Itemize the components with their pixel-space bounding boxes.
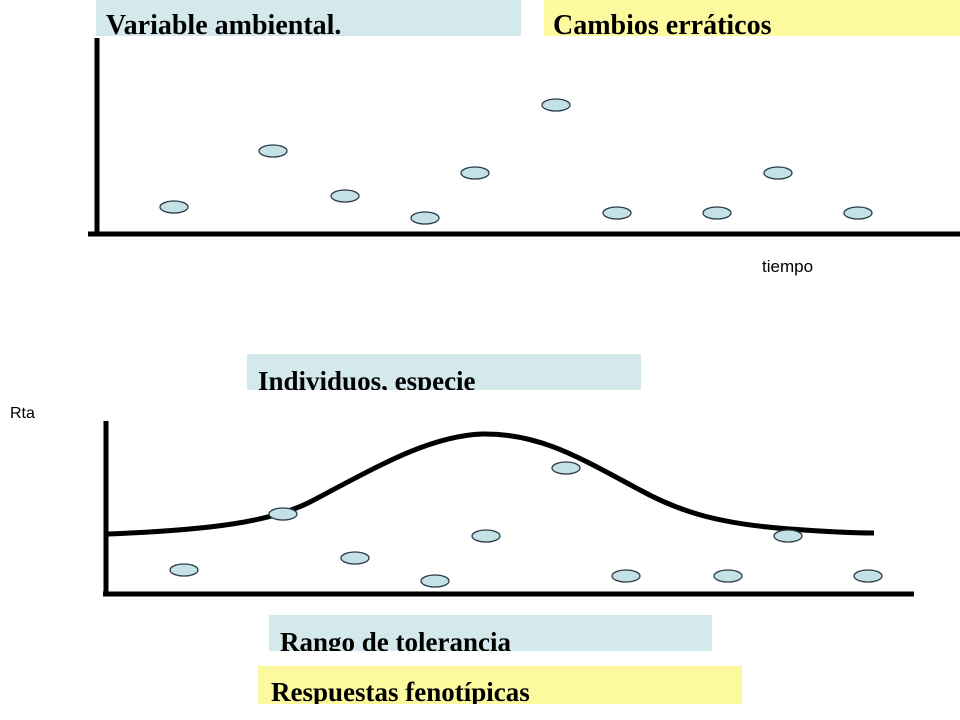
bottom-point [471,529,501,543]
cambios-erraticos-label: Cambios erráticos [544,0,960,36]
bottom-point [420,574,450,588]
bottom-point [169,563,199,577]
rta-label: Rta [10,405,35,422]
top-point [159,200,189,214]
top-point [541,98,571,112]
top-point [763,166,793,180]
variable-ambiental-label: Variable ambiental. [96,0,521,36]
bottom-point [268,507,298,521]
bottom-point [551,461,581,475]
rango-tolerancia-label: Rango de tolerancia [269,615,712,651]
tiempo-label: tiempo [762,257,814,276]
bottom-point [713,569,743,583]
top-point [702,206,732,220]
bottom-point [340,551,370,565]
bottom-point [853,569,883,583]
top-point [258,144,288,158]
top-point [843,206,873,220]
bottom-point [773,529,803,543]
top-point [460,166,490,180]
individuos-especie-label: Individuos, especie [247,354,641,390]
bottom-point [611,569,641,583]
tolerance-curve [107,431,875,537]
top-point [410,211,440,225]
top-point [602,206,632,220]
respuestas-fenotipicas-label: Respuestas fenotípicas [258,666,742,704]
top-point [330,189,360,203]
